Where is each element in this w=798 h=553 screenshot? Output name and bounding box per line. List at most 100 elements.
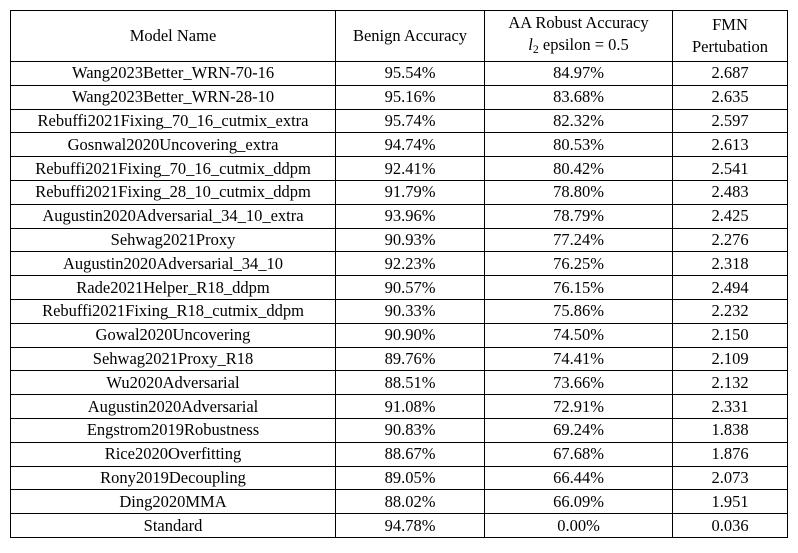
cell-model-name: Rebuffi2021Fixing_70_16_cutmix_ddpm — [10, 156, 336, 181]
cell-fmn-perturbation: 1.876 — [672, 441, 788, 467]
cell-model-name: Sehwag2021Proxy — [10, 227, 336, 253]
table-row: Wang2023Better_WRN-70-16 95.54% 84.97% 2.68… — [10, 61, 788, 86]
table-row: Gosnwal2020Uncovering_extra 94.74% 80.53% 2… — [10, 132, 788, 158]
table-row: Sehwag2021Proxy_R18 89.76% 74.41% 2.109 — [10, 346, 788, 372]
table-row: Augustin2020Adversarial 91.08% 72.91% 2.331 — [10, 394, 788, 419]
cell-model-name: Rebuffi2021Fixing_R18_cutmix_ddpm — [10, 298, 336, 324]
cell-fmn-perturbation: 2.494 — [672, 275, 788, 300]
cell-fmn-perturbation: 2.541 — [672, 156, 788, 181]
table-row: Gowal2020Uncovering 90.90% 74.50% 2.150 — [10, 322, 788, 348]
cell-benign-accuracy: 88.51% — [335, 370, 485, 396]
cell-fmn-perturbation: 0.036 — [672, 513, 788, 538]
cell-benign-accuracy: 91.08% — [335, 394, 485, 419]
cell-fmn-perturbation: 2.331 — [672, 394, 788, 419]
cell-aa-robust-accuracy: 74.41% — [484, 346, 673, 372]
cell-fmn-perturbation: 2.073 — [672, 465, 788, 491]
table-row: Ding2020MMA 88.02% 66.09% 1.951 — [10, 489, 788, 515]
cell-benign-accuracy: 94.74% — [335, 132, 485, 158]
cell-aa-robust-accuracy: 80.53% — [484, 132, 673, 158]
cell-fmn-perturbation: 2.483 — [672, 179, 788, 205]
header-aa-line2: l2 epsilon = 0.5 — [486, 34, 672, 60]
cell-fmn-perturbation: 1.838 — [672, 417, 788, 443]
cell-model-name: Wu2020Adversarial — [10, 370, 336, 396]
table-row: Rebuffi2021Fixing_70_16_cutmix_ddpm 92.41… — [10, 156, 788, 181]
cell-fmn-perturbation: 2.613 — [672, 132, 788, 158]
cell-aa-robust-accuracy: 67.68% — [484, 441, 673, 467]
cell-benign-accuracy: 93.96% — [335, 203, 485, 229]
cell-aa-robust-accuracy: 69.24% — [484, 417, 673, 443]
table-row: Augustin2020Adversarial_34_10 92.23% 76.25… — [10, 251, 788, 277]
cell-model-name: Gowal2020Uncovering — [10, 322, 336, 348]
header-model-name: Model Name — [10, 10, 336, 62]
cell-model-name: Augustin2020Adversarial_34_10_extra — [10, 203, 336, 229]
cell-aa-robust-accuracy: 75.86% — [484, 298, 673, 324]
cell-benign-accuracy: 90.33% — [335, 298, 485, 324]
cell-aa-robust-accuracy: 78.80% — [484, 179, 673, 205]
cell-model-name: Engstrom2019Robustness — [10, 417, 336, 443]
cell-benign-accuracy: 90.93% — [335, 227, 485, 253]
cell-aa-robust-accuracy: 0.00% — [484, 513, 673, 538]
table-row: Augustin2020Adversarial_34_10_extra 93.96… — [10, 203, 788, 229]
cell-benign-accuracy: 95.74% — [335, 108, 485, 134]
cell-aa-robust-accuracy: 84.97% — [484, 61, 673, 86]
cell-model-name: Rade2021Helper_R18_ddpm — [10, 275, 336, 300]
cell-benign-accuracy: 90.90% — [335, 322, 485, 348]
table-row: Rebuffi2021Fixing_28_10_cutmix_ddpm 91.79… — [10, 179, 788, 205]
cell-model-name: Rebuffi2021Fixing_70_16_cutmix_extra — [10, 108, 336, 134]
cell-model-name: Ding2020MMA — [10, 489, 336, 515]
cell-benign-accuracy: 89.05% — [335, 465, 485, 491]
cell-model-name: Gosnwal2020Uncovering_extra — [10, 132, 336, 158]
cell-aa-robust-accuracy: 83.68% — [484, 84, 673, 110]
header-aa-norm-subscript: 2 — [532, 41, 539, 56]
cell-benign-accuracy: 95.54% — [335, 61, 485, 86]
cell-aa-robust-accuracy: 74.50% — [484, 322, 673, 348]
cell-model-name: Augustin2020Adversarial_34_10 — [10, 251, 336, 277]
table-body: Wang2023Better_WRN-70-16 95.54% 84.97% 2.68… — [10, 61, 788, 538]
results-table: Model Name Benign Accuracy AA Robust Acc… — [10, 10, 788, 538]
table-row: Rebuffi2021Fixing_R18_cutmix_ddpm 90.33% 7… — [10, 298, 788, 324]
header-benign-accuracy: Benign Accuracy — [335, 10, 485, 62]
cell-aa-robust-accuracy: 80.42% — [484, 156, 673, 181]
table-row: Wang2023Better_WRN-28-10 95.16% 83.68% 2.63… — [10, 84, 788, 110]
cell-fmn-perturbation: 2.150 — [672, 322, 788, 348]
cell-aa-robust-accuracy: 66.09% — [484, 489, 673, 515]
table-row: Engstrom2019Robustness 90.83% 69.24% 1.838 — [10, 417, 788, 443]
cell-aa-robust-accuracy: 78.79% — [484, 203, 673, 229]
cell-fmn-perturbation: 2.425 — [672, 203, 788, 229]
cell-model-name: Rebuffi2021Fixing_28_10_cutmix_ddpm — [10, 179, 336, 205]
table-row: Rebuffi2021Fixing_70_16_cutmix_extra 95.7… — [10, 108, 788, 134]
cell-benign-accuracy: 92.41% — [335, 156, 485, 181]
cell-benign-accuracy: 88.02% — [335, 489, 485, 515]
cell-benign-accuracy: 88.67% — [335, 441, 485, 467]
cell-fmn-perturbation: 2.109 — [672, 346, 788, 372]
cell-aa-robust-accuracy: 73.66% — [484, 370, 673, 396]
header-fmn-line2: Pertubation — [691, 37, 769, 56]
cell-fmn-perturbation: 2.597 — [672, 108, 788, 134]
cell-benign-accuracy: 89.76% — [335, 346, 485, 372]
cell-fmn-perturbation: 2.132 — [672, 370, 788, 396]
cell-model-name: Sehwag2021Proxy_R18 — [10, 346, 336, 372]
cell-fmn-perturbation: 2.687 — [672, 61, 788, 86]
cell-benign-accuracy: 91.79% — [335, 179, 485, 205]
cell-benign-accuracy: 90.57% — [335, 275, 485, 300]
cell-benign-accuracy: 90.83% — [335, 417, 485, 443]
cell-model-name: Standard — [10, 513, 336, 538]
table-row: Rony2019Decoupling 89.05% 66.44% 2.073 — [10, 465, 788, 491]
cell-aa-robust-accuracy: 76.15% — [484, 275, 673, 300]
cell-fmn-perturbation: 2.635 — [672, 84, 788, 110]
cell-benign-accuracy: 92.23% — [335, 251, 485, 277]
table-row: Sehwag2021Proxy 90.93% 77.24% 2.276 — [10, 227, 788, 253]
table-row: Rice2020Overfitting 88.67% 67.68% 1.876 — [10, 441, 788, 467]
cell-fmn-perturbation: 2.232 — [672, 298, 788, 324]
cell-benign-accuracy: 95.16% — [335, 84, 485, 110]
header-aa-robust-accuracy: AA Robust Accuracy l2 epsilon = 0.5 — [484, 10, 673, 62]
table-row: Wu2020Adversarial 88.51% 73.66% 2.132 — [10, 370, 788, 396]
header-fmn-line1: FMN — [712, 15, 748, 34]
header-aa-norm-symbol: l — [528, 35, 533, 55]
cell-model-name: Augustin2020Adversarial — [10, 394, 336, 419]
header-row: Model Name Benign Accuracy AA Robust Acc… — [10, 10, 788, 62]
header-fmn-perturbation: FMN Pertubation — [672, 10, 788, 62]
cell-model-name: Rice2020Overfitting — [10, 441, 336, 467]
cell-fmn-perturbation: 2.276 — [672, 227, 788, 253]
cell-model-name: Wang2023Better_WRN-28-10 — [10, 84, 336, 110]
